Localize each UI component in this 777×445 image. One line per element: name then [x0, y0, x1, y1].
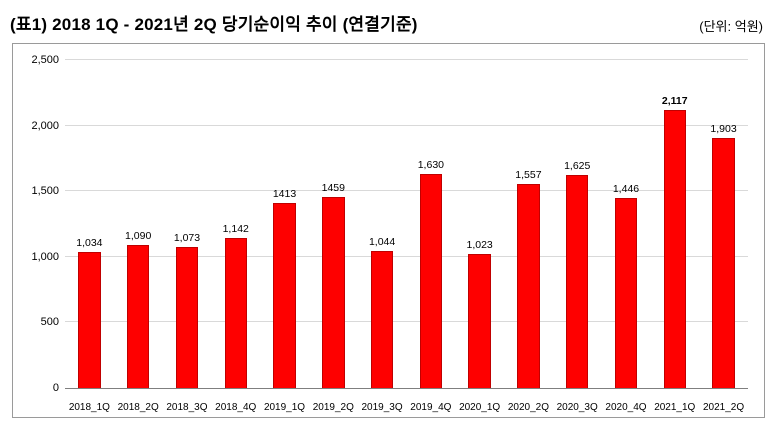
chart-header: (표1) 2018 1Q - 2021년 2Q 당기순이익 추이 (연결기준) … — [0, 0, 777, 41]
x-axis-tick-label: 2019_2Q — [312, 402, 354, 413]
y-axis-tick-label: 1,500 — [31, 185, 59, 198]
x-axis-tick-label: 2018_1Q — [68, 402, 110, 413]
bar — [614, 198, 638, 388]
gridline — [65, 321, 748, 323]
bar-slot: 1413 — [260, 60, 309, 388]
x-axis-tick-label: 2020_1Q — [459, 402, 501, 413]
bar — [468, 253, 491, 388]
x-axis-tick-label: 2018_2Q — [117, 402, 159, 413]
bar-slot: 1,034 — [65, 60, 114, 388]
y-axis-tick-label: 2,500 — [31, 54, 59, 66]
bar — [322, 196, 345, 388]
x-axis-tick-label: 2019_1Q — [263, 402, 306, 413]
bar-slot: 1,044 — [358, 60, 407, 388]
bar-value-label: 1,023 — [466, 238, 493, 251]
bar — [663, 110, 686, 388]
x-axis-tick-label: 2020_4Q — [605, 402, 647, 413]
bar-value-label: 1,090 — [125, 230, 152, 242]
y-axis-tick-label: 500 — [40, 316, 59, 329]
bar-slot: 1,023 — [455, 60, 504, 388]
y-axis-tick-label: 0 — [52, 382, 59, 394]
bar-value-label: 2,117 — [661, 95, 688, 108]
bar — [175, 247, 199, 388]
bar — [273, 202, 296, 388]
bar — [224, 238, 247, 388]
bar-slot: 1,446 — [602, 60, 651, 388]
gridline — [65, 255, 748, 257]
gridline — [65, 124, 748, 126]
x-axis-tick-label: 2021_2Q — [702, 402, 745, 413]
bar-slot: 1,630 — [406, 60, 455, 388]
bar-slot: 1,073 — [163, 60, 212, 388]
chart-container: 0 500 1,000 1,500 2,000 2,500 1,034 1,090 1,073 1… — [12, 43, 765, 418]
x-axis-tick-label: 2018_4Q — [215, 402, 257, 413]
x-axis-tick-label: 2019_4Q — [410, 402, 452, 413]
bar-value-label: 1,557 — [515, 168, 542, 181]
bar — [517, 183, 540, 388]
bar-slot: 1,625 — [553, 60, 602, 388]
gridline — [65, 59, 748, 60]
bar-slot: 1,903 — [699, 60, 748, 388]
bar — [370, 251, 394, 388]
plot-area: 0 500 1,000 1,500 2,000 2,500 1,034 1,090 1,073 1… — [31, 54, 748, 394]
bar — [126, 245, 150, 388]
unit-label: (단위: 억원) — [699, 19, 763, 34]
bar-slot: 1,557 — [504, 60, 553, 388]
bar-value-label: 1,630 — [417, 159, 444, 172]
bar-value-label: 1413 — [272, 187, 297, 200]
x-axis-tick-label: 2020_2Q — [507, 402, 549, 413]
bar — [419, 174, 443, 388]
bar-slot: 2,117 — [650, 60, 699, 388]
bar-value-label: 1,044 — [368, 236, 396, 249]
bar-value-label: 1,903 — [710, 123, 737, 136]
x-axis-tick-label: 2020_3Q — [556, 402, 598, 413]
x-axis-tick-label: 2018_3Q — [166, 402, 208, 413]
chart-title: (표1) 2018 1Q - 2021년 2Q 당기순이익 추이 (연결기준) — [10, 15, 418, 34]
bar-slot: 1,090 — [114, 60, 163, 388]
x-axis-tick-label: 2021_1Q — [654, 402, 696, 413]
y-axis-tick-label: 2,000 — [31, 119, 59, 132]
bar-value-label: 1,142 — [222, 223, 249, 236]
bar — [78, 252, 101, 388]
y-axis-tick-label: 1,000 — [31, 250, 59, 263]
gridline — [65, 190, 748, 192]
bar-value-label: 1,446 — [612, 183, 640, 196]
bar-slot: 1,142 — [211, 60, 260, 388]
bar — [712, 138, 735, 388]
bar-value-label: 1,625 — [564, 159, 591, 172]
bar — [565, 174, 589, 388]
x-axis-labels: 2018_1Q 2018_2Q 2018_3Q 2018_4Q 2019_1Q 2019_… — [65, 402, 748, 413]
bar-value-label: 1,034 — [76, 237, 103, 250]
bar-value-label: 1459 — [321, 181, 345, 194]
bar-slot: 1459 — [309, 60, 358, 388]
bar-series: 1,034 1,090 1,073 1,142 1413 1459 1,044 1,630 1,… — [65, 60, 748, 388]
x-axis-tick-label: 2019_3Q — [361, 402, 403, 413]
bar-value-label: 1,073 — [173, 232, 201, 245]
